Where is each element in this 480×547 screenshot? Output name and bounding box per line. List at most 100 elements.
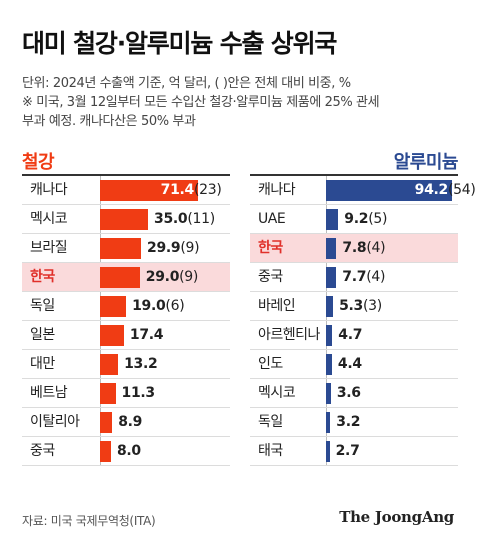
aluminum-value-label: 3.6 bbox=[336, 385, 361, 401]
steel-row: 캐나다 bbox=[22, 176, 230, 205]
aluminum-data-label: 4.7 bbox=[338, 325, 362, 346]
steel-bar bbox=[100, 209, 149, 230]
steel-value-label: 29.0 bbox=[145, 269, 180, 285]
tariff-note-continued: 부과 예정. 캐나다산은 50% 부과 bbox=[22, 114, 196, 129]
aluminum-row: 중국 bbox=[250, 263, 458, 292]
steel-share-label: (11) bbox=[187, 211, 215, 227]
aluminum-data-label: 7.8(4) bbox=[342, 238, 385, 259]
aluminum-category-label: 한국 bbox=[258, 240, 283, 256]
aluminum-bar bbox=[326, 238, 337, 259]
steel-category-label: 독일 bbox=[30, 298, 55, 314]
aluminum-share-label: (3) bbox=[362, 298, 382, 314]
steel-value-label: 29.9 bbox=[147, 240, 181, 256]
aluminum-row: 캐나다 bbox=[250, 176, 458, 205]
aluminum-row: 바레인 bbox=[250, 292, 458, 321]
steel-bar bbox=[100, 296, 127, 317]
steel-share-label: (6) bbox=[165, 298, 185, 314]
aluminum-data-label: 5.3(3) bbox=[339, 296, 382, 317]
aluminum-bar bbox=[326, 412, 331, 433]
aluminum-bar bbox=[326, 441, 330, 462]
steel-data-label: 8.9 bbox=[118, 412, 142, 433]
steel-bar bbox=[100, 441, 111, 462]
steel-category-label: 캐나다 bbox=[30, 182, 68, 198]
steel-category-label: 중국 bbox=[30, 443, 55, 459]
source-credit: 자료: 미국 국제무역청(ITA) bbox=[22, 514, 156, 528]
steel-bar bbox=[100, 238, 142, 259]
aluminum-bar bbox=[326, 180, 452, 201]
aluminum-bar bbox=[326, 325, 333, 346]
steel-category-label: 한국 bbox=[30, 269, 55, 285]
steel-value-label: 35.0 bbox=[154, 211, 188, 227]
steel-bar bbox=[100, 354, 119, 375]
steel-row: 베트남 bbox=[22, 379, 230, 408]
aluminum-value-label: 7.8 bbox=[342, 240, 367, 256]
aluminum-category-label: 멕시코 bbox=[258, 385, 296, 401]
aluminum-value-label: 9.2 bbox=[344, 211, 369, 227]
chart-notes: 단위: 2024년 수출액 기준, 억 달러, ( )안은 전체 대비 비중, … bbox=[22, 74, 462, 131]
unit-note: 단위: 2024년 수출액 기준, 억 달러, ( )안은 전체 대비 비중, … bbox=[22, 76, 351, 91]
aluminum-share-label: (54) bbox=[448, 182, 476, 198]
aluminum-panel-title: 알루미늄 bbox=[393, 152, 459, 173]
aluminum-data-label: 3.2 bbox=[336, 412, 360, 433]
aluminum-share-label: (4) bbox=[366, 240, 386, 256]
aluminum-bar bbox=[326, 296, 334, 317]
aluminum-category-label: 인도 bbox=[258, 356, 283, 372]
steel-bar bbox=[100, 412, 113, 433]
aluminum-row: 멕시코 bbox=[250, 379, 458, 408]
aluminum-value-label: 7.7 bbox=[342, 269, 367, 285]
steel-row: 멕시코 bbox=[22, 205, 230, 234]
aluminum-row: 독일 bbox=[250, 408, 458, 437]
steel-data-label: 19.0(6) bbox=[132, 296, 185, 317]
steel-row: 일본 bbox=[22, 321, 230, 350]
steel-bar bbox=[100, 325, 124, 346]
tariff-note: ※ 미국, 3월 12일부터 모든 수입산 철강·알루미늄 제품에 25% 관세 bbox=[22, 95, 380, 110]
aluminum-top-rule bbox=[250, 174, 458, 176]
steel-value-label: 71.4 bbox=[160, 182, 195, 198]
aluminum-category-label: 태국 bbox=[258, 443, 283, 459]
aluminum-category-label: 아르헨티나 bbox=[258, 327, 320, 343]
aluminum-value-label: 2.7 bbox=[335, 443, 360, 459]
aluminum-data-label: 2.7 bbox=[336, 441, 360, 462]
steel-data-label: 29.9(9) bbox=[147, 238, 200, 259]
steel-share-label: (9) bbox=[180, 240, 200, 256]
steel-category-label: 대만 bbox=[30, 356, 55, 372]
steel-share-label: (9) bbox=[179, 269, 199, 285]
steel-category-label: 이탈리아 bbox=[30, 414, 80, 430]
steel-bar bbox=[100, 267, 140, 288]
steel-value-label: 8.0 bbox=[116, 443, 141, 459]
aluminum-bar bbox=[326, 383, 331, 404]
aluminum-value-label: 3.2 bbox=[336, 414, 361, 430]
steel-row: 중국 bbox=[22, 437, 230, 466]
aluminum-row: UAE bbox=[250, 205, 458, 234]
aluminum-bar bbox=[326, 267, 337, 288]
aluminum-category-label: 중국 bbox=[258, 269, 283, 285]
steel-row: 독일 bbox=[22, 292, 230, 321]
aluminum-value-label: 5.3 bbox=[339, 298, 363, 314]
steel-value-label: 19.0 bbox=[132, 298, 166, 314]
aluminum-axis-line bbox=[326, 176, 327, 466]
steel-data-label: 35.0(11) bbox=[154, 209, 215, 230]
aluminum-bar bbox=[326, 354, 332, 375]
aluminum-data-label: 9.2(5) bbox=[344, 209, 387, 230]
steel-value-label: 11.3 bbox=[121, 385, 156, 401]
steel-data-label: 13.2 bbox=[124, 354, 158, 375]
aluminum-data-label: 3.6 bbox=[337, 383, 361, 404]
steel-row: 브라질 bbox=[22, 234, 230, 263]
steel-data-label: 8.0 bbox=[117, 441, 141, 462]
steel-row: 이탈리아 bbox=[22, 408, 230, 437]
steel-category-label: 브라질 bbox=[30, 240, 68, 256]
steel-value-label: 17.4 bbox=[129, 327, 164, 343]
steel-share-label: (23) bbox=[194, 182, 222, 198]
steel-bar bbox=[100, 180, 198, 201]
aluminum-row: 태국 bbox=[250, 437, 458, 466]
steel-data-label: 11.3 bbox=[121, 383, 156, 404]
steel-value-label: 13.2 bbox=[124, 356, 158, 372]
steel-axis-line bbox=[100, 176, 101, 466]
aluminum-value-label: 4.7 bbox=[338, 327, 363, 343]
steel-row: 대만 bbox=[22, 350, 230, 379]
aluminum-value-label: 94.2 bbox=[414, 182, 449, 198]
aluminum-bar bbox=[326, 209, 339, 230]
aluminum-share-label: (5) bbox=[368, 211, 388, 227]
steel-data-label: 29.0(9) bbox=[145, 267, 199, 288]
aluminum-category-label: UAE bbox=[258, 211, 286, 227]
